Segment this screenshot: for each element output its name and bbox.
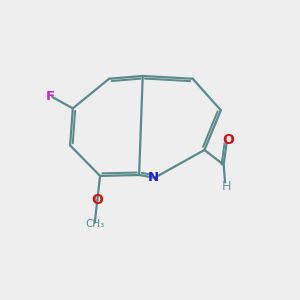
Text: N: N: [148, 171, 159, 184]
Text: H: H: [222, 180, 231, 193]
Text: O: O: [92, 193, 103, 207]
Text: CH₃: CH₃: [85, 219, 104, 229]
Text: F: F: [46, 90, 55, 104]
Text: O: O: [222, 133, 234, 147]
